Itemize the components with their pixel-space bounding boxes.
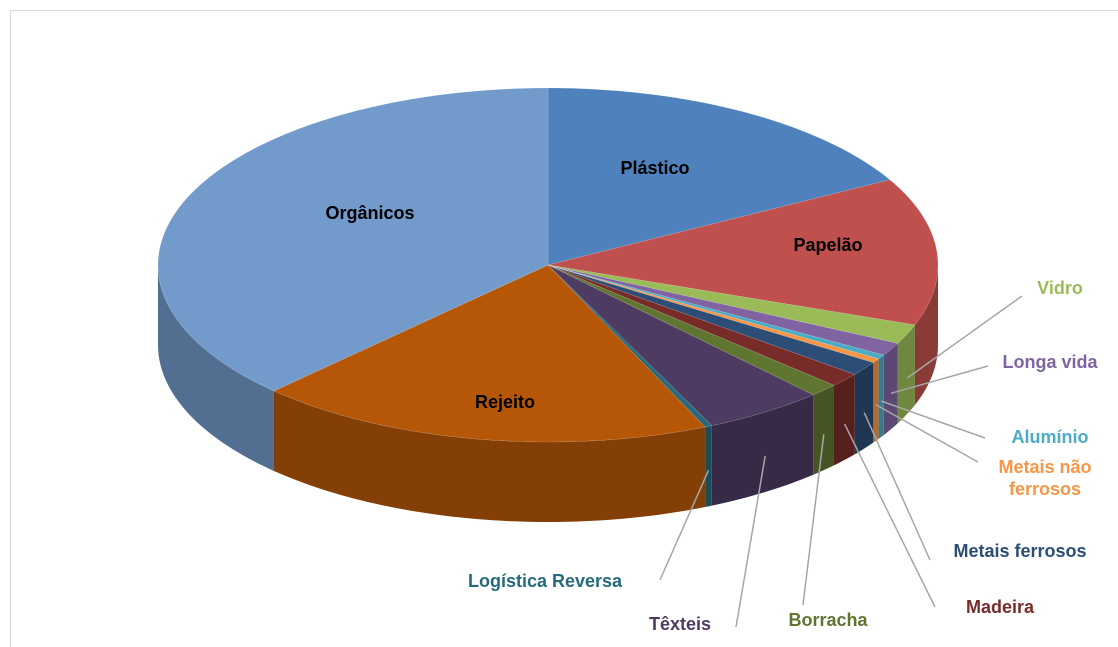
slice-label: Rejeito <box>474 392 536 412</box>
slice-side <box>873 358 879 443</box>
slice-side <box>897 324 915 424</box>
leader-line <box>659 470 710 581</box>
slice <box>547 264 899 356</box>
slice <box>547 264 916 344</box>
slice-label: Alumínio <box>1011 427 1089 447</box>
slice-label: Vidro <box>1037 278 1083 298</box>
chart-border <box>10 10 1118 647</box>
slice-side <box>705 425 712 507</box>
slice <box>547 264 856 386</box>
slice-label: Orgânicos <box>325 203 415 223</box>
slice-side <box>914 265 938 405</box>
slice <box>157 87 549 392</box>
slice <box>547 264 835 396</box>
leader-line <box>880 400 986 439</box>
slice-side <box>833 374 855 466</box>
slice-label: Têxteis <box>648 614 712 634</box>
slice-side <box>158 265 274 471</box>
slice-side <box>878 355 884 439</box>
slice-label: Borracha <box>788 610 868 630</box>
slice-label: Papelão <box>793 235 863 255</box>
slice-side <box>813 385 834 475</box>
leader-line <box>802 434 825 606</box>
slice <box>547 179 939 326</box>
slice <box>547 264 880 363</box>
slice-label: Logística Reversa <box>467 571 623 591</box>
leader-line <box>843 423 936 608</box>
slice-side <box>854 362 874 455</box>
leader-line <box>875 404 979 463</box>
slice <box>547 264 885 360</box>
slice <box>547 264 814 426</box>
slice-label: Longa vida <box>1002 352 1098 372</box>
slice-label: Madeira <box>965 597 1035 617</box>
leader-line <box>890 365 989 395</box>
leader-line <box>735 455 766 628</box>
slice-label: Metais ferrosos <box>953 541 1087 561</box>
slice <box>273 264 706 443</box>
slice <box>547 264 874 375</box>
slice-side <box>883 343 898 436</box>
slice-label: Metais não ferrosos <box>998 457 1092 499</box>
slice <box>547 87 891 266</box>
slice-label: Plástico <box>620 158 690 178</box>
leader-line <box>863 412 931 561</box>
slice-side <box>273 390 706 522</box>
slice-side <box>711 394 814 506</box>
leader-line <box>906 295 1023 379</box>
